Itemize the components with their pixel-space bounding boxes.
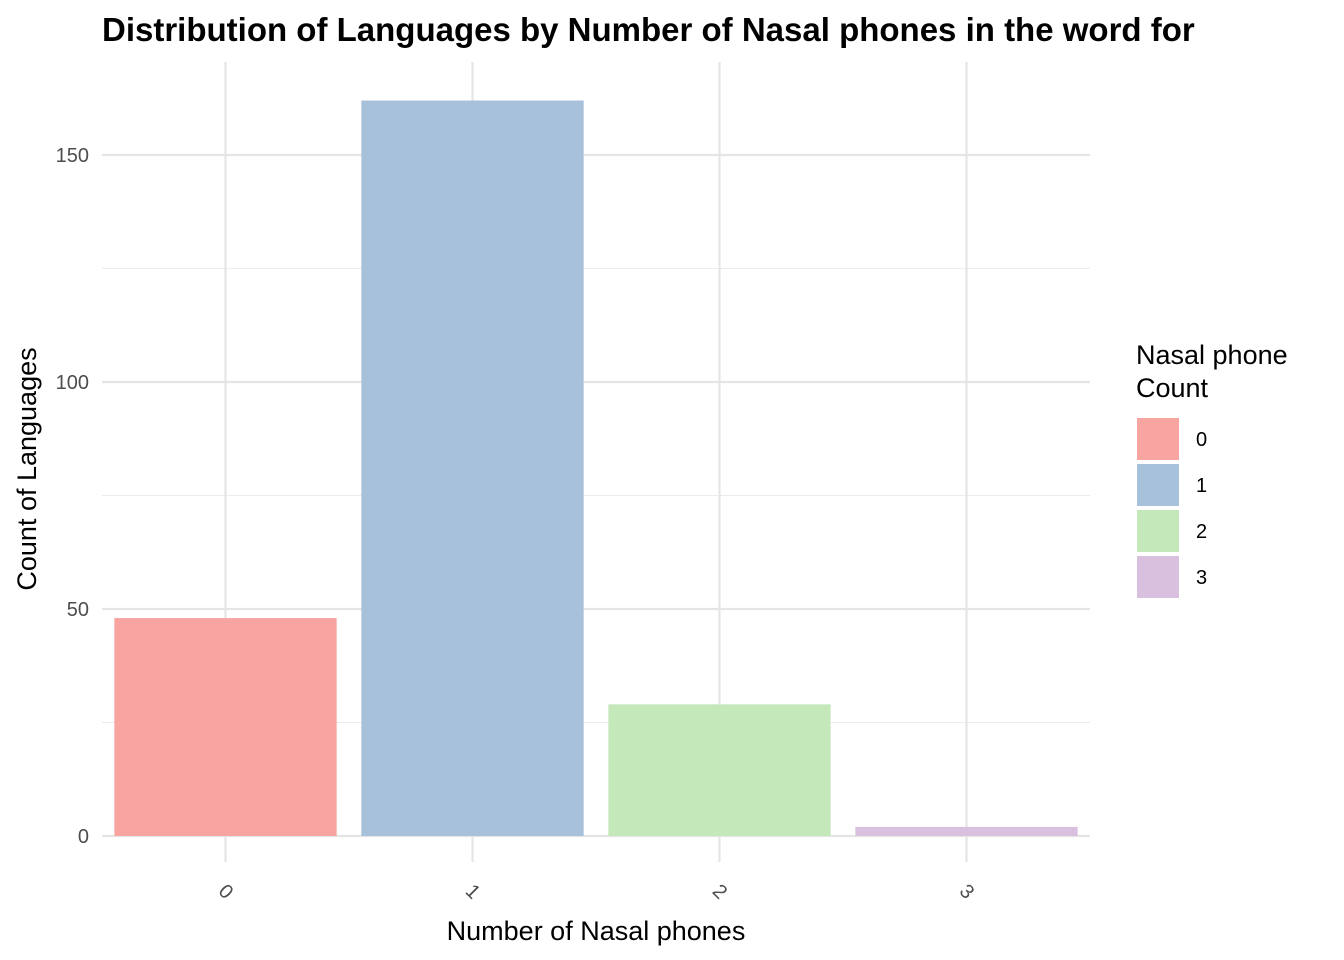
legend: Nasal phone Count 0 1 2 3: [1136, 340, 1288, 598]
legend-swatch-0: [1137, 418, 1179, 460]
chart-title: Distribution of Languages by Number of N…: [102, 11, 1195, 48]
legend-swatch-3: [1137, 556, 1179, 598]
legend-swatch-2: [1137, 510, 1179, 552]
y-tick-label: 100: [56, 372, 89, 394]
y-tick-label: 0: [78, 826, 89, 848]
legend-title-line-2: Count: [1136, 373, 1209, 403]
y-axis-ticks: 0 50 100 150: [56, 145, 89, 848]
x-axis-ticks: 0 1 2 3: [214, 880, 978, 903]
legend-label: 3: [1196, 567, 1207, 589]
legend-label: 1: [1196, 475, 1207, 497]
bar-3: [855, 826, 1078, 836]
bar-1: [361, 100, 584, 836]
x-tick-label: 1: [461, 880, 484, 903]
y-tick-label: 50: [67, 599, 89, 621]
legend-label: 2: [1196, 521, 1207, 543]
x-axis-title: Number of Nasal phones: [447, 916, 746, 946]
legend-label: 0: [1196, 429, 1207, 451]
bar-2: [608, 704, 831, 836]
bars: [114, 100, 1078, 836]
legend-title-line-1: Nasal phone: [1136, 340, 1288, 370]
legend-swatch-1: [1137, 464, 1179, 506]
bar-0: [114, 618, 337, 836]
x-tick-label: 2: [708, 880, 731, 903]
x-tick-label: 0: [214, 880, 237, 903]
x-tick-label: 3: [955, 880, 978, 903]
legend-items: 0 1 2 3: [1137, 418, 1207, 598]
y-tick-label: 150: [56, 145, 89, 167]
y-axis-title: Count of Languages: [12, 347, 42, 590]
